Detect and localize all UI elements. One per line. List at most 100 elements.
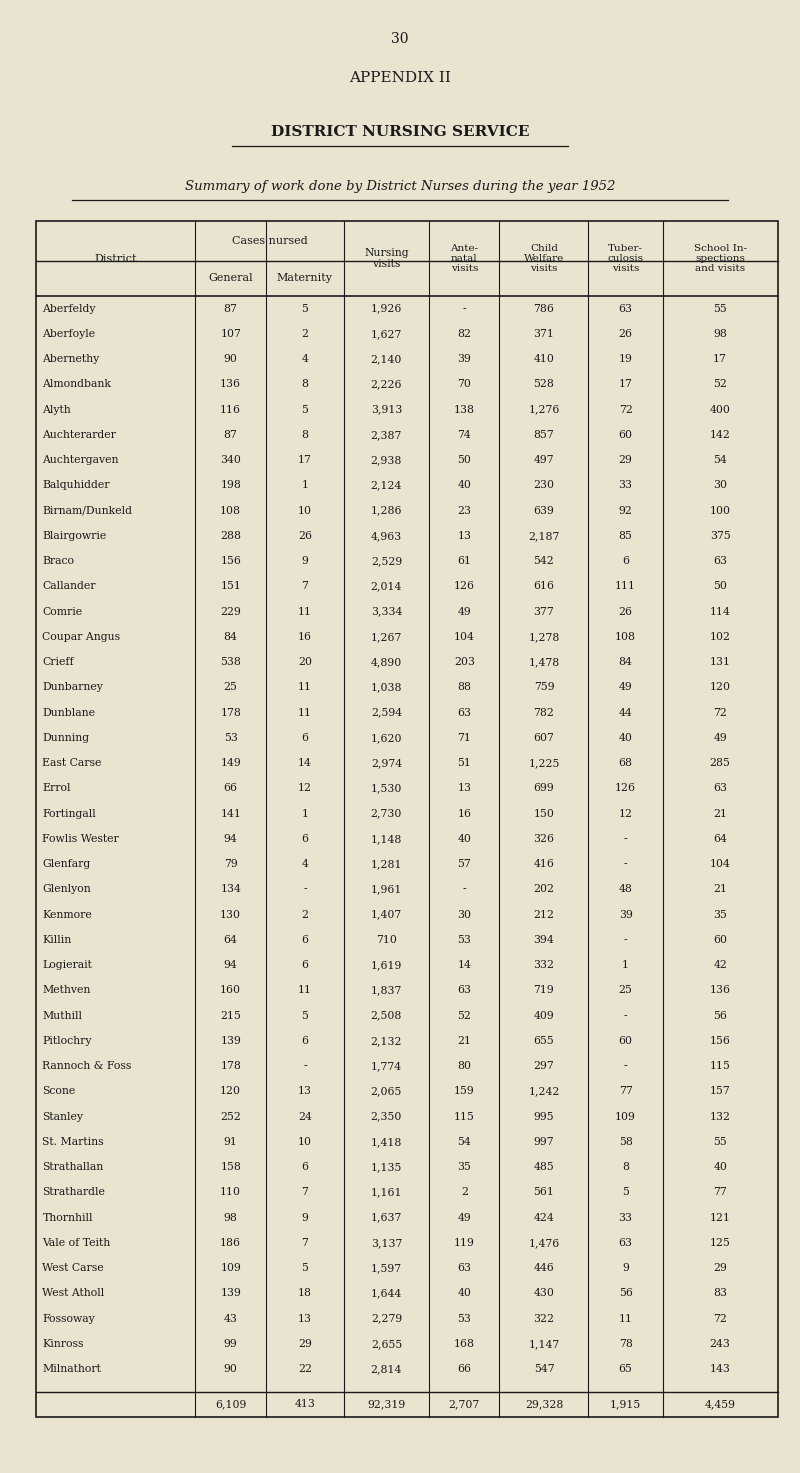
Text: 416: 416 [534,859,554,869]
Text: -: - [624,935,627,944]
Text: Callander: Callander [42,582,96,592]
Text: 108: 108 [220,505,241,516]
Text: 16: 16 [298,632,312,642]
Text: 82: 82 [458,328,471,339]
Text: Tuber-
culosis
visits: Tuber- culosis visits [607,243,643,274]
Text: 63: 63 [618,1237,633,1248]
Text: 1,038: 1,038 [370,682,402,692]
Text: 102: 102 [710,632,730,642]
Text: 84: 84 [224,632,238,642]
Text: 136: 136 [710,985,730,996]
Text: 2,508: 2,508 [370,1010,402,1021]
Text: 110: 110 [220,1187,241,1198]
Text: 1,837: 1,837 [370,985,402,996]
Text: 90: 90 [224,1364,238,1374]
Text: 538: 538 [220,657,241,667]
Text: 2,707: 2,707 [449,1399,480,1410]
Text: 7: 7 [302,582,308,592]
Text: Killin: Killin [42,935,72,944]
Text: 371: 371 [534,328,554,339]
Text: 114: 114 [710,607,730,617]
Text: 542: 542 [534,557,554,566]
Text: 5: 5 [622,1187,629,1198]
Text: 409: 409 [534,1010,554,1021]
Text: 13: 13 [298,1087,312,1096]
Text: -: - [462,303,466,314]
Text: 485: 485 [534,1162,554,1173]
Text: 55: 55 [714,303,727,314]
Text: 21: 21 [458,1036,471,1046]
Text: Maternity: Maternity [277,274,333,283]
Text: 3,334: 3,334 [370,607,402,617]
Text: 1,619: 1,619 [370,960,402,971]
Text: Fossoway: Fossoway [42,1314,95,1324]
Text: 125: 125 [710,1237,730,1248]
Text: 997: 997 [534,1137,554,1147]
Text: 424: 424 [534,1212,554,1223]
Text: 63: 63 [713,784,727,794]
Text: Stanley: Stanley [42,1112,83,1121]
Text: 99: 99 [224,1339,238,1349]
Text: 655: 655 [534,1036,554,1046]
Text: 26: 26 [618,328,633,339]
Text: 30: 30 [391,32,409,47]
Text: Ante-
natal
visits: Ante- natal visits [450,243,478,274]
Text: 40: 40 [458,834,471,844]
Text: 39: 39 [618,910,633,919]
Text: 410: 410 [534,354,554,364]
Text: 394: 394 [534,935,554,944]
Text: 61: 61 [458,557,471,566]
Text: 4,890: 4,890 [370,657,402,667]
Text: 2: 2 [302,328,308,339]
Text: 39: 39 [458,354,471,364]
Text: West Carse: West Carse [42,1262,104,1273]
Text: Vale of Teith: Vale of Teith [42,1237,110,1248]
Text: 547: 547 [534,1364,554,1374]
Text: 150: 150 [534,809,554,819]
Text: 8: 8 [302,430,308,440]
Text: 11: 11 [298,607,312,617]
Text: Braco: Braco [42,557,74,566]
Text: 21: 21 [713,809,727,819]
Text: 8: 8 [302,380,308,389]
Text: 10: 10 [298,505,312,516]
Text: DISTRICT NURSING SERVICE: DISTRICT NURSING SERVICE [270,125,530,140]
Text: 44: 44 [618,707,633,717]
Text: West Atholl: West Atholl [42,1289,105,1298]
Text: Scone: Scone [42,1087,76,1096]
Text: 759: 759 [534,682,554,692]
Text: 215: 215 [220,1010,241,1021]
Text: 2,140: 2,140 [370,354,402,364]
Text: 65: 65 [618,1364,633,1374]
Text: 77: 77 [714,1187,727,1198]
Text: -: - [624,834,627,844]
Text: Fortingall: Fortingall [42,809,96,819]
Text: Kenmore: Kenmore [42,910,92,919]
Text: 143: 143 [710,1364,730,1374]
Text: 2,387: 2,387 [370,430,402,440]
Text: Rannoch & Foss: Rannoch & Foss [42,1061,132,1071]
Text: Abernethy: Abernethy [42,354,100,364]
Text: 1,478: 1,478 [528,657,560,667]
Text: 42: 42 [713,960,727,971]
Text: 60: 60 [618,1036,633,1046]
Text: 2,938: 2,938 [370,455,402,465]
Text: 1,267: 1,267 [370,632,402,642]
Text: 1,276: 1,276 [528,405,560,415]
Text: 719: 719 [534,985,554,996]
Text: 7: 7 [302,1187,308,1198]
Text: Pitlochry: Pitlochry [42,1036,92,1046]
Text: Milnathort: Milnathort [42,1364,102,1374]
Text: 13: 13 [458,530,471,541]
Text: 6: 6 [302,1162,308,1173]
Text: 131: 131 [710,657,730,667]
Text: 4,963: 4,963 [370,530,402,541]
Text: 151: 151 [220,582,241,592]
Text: 74: 74 [458,430,471,440]
Text: 332: 332 [534,960,554,971]
Text: 107: 107 [220,328,241,339]
Text: Glenfarg: Glenfarg [42,859,90,869]
Text: 18: 18 [298,1289,312,1298]
Text: 6: 6 [302,834,308,844]
Text: 4: 4 [302,354,308,364]
